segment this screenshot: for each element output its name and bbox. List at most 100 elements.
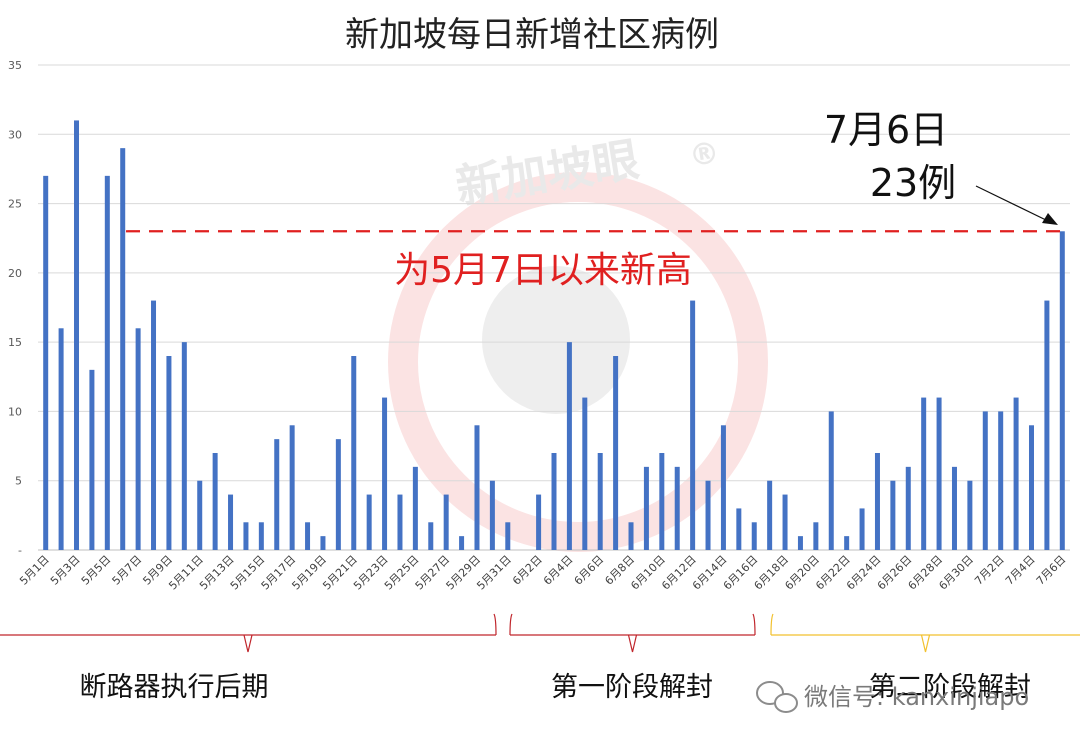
callout-date: 7月6日 — [824, 108, 948, 152]
bar — [351, 356, 357, 550]
bar — [366, 494, 372, 550]
bar — [1013, 397, 1019, 550]
bar — [736, 508, 742, 550]
bar — [166, 356, 172, 550]
y-tick-label: 5 — [15, 475, 22, 488]
bar — [135, 328, 141, 550]
bar — [228, 494, 234, 550]
y-tick-label: 15 — [8, 336, 22, 349]
y-axis-ticks: - 5 10 15 20 25 30 35 — [8, 59, 22, 557]
bar — [474, 425, 480, 550]
bar — [197, 480, 203, 550]
callout-arrowhead — [1042, 213, 1058, 225]
wechat-watermark: 微信号: kanxinjiapo — [756, 681, 1029, 713]
bar — [305, 522, 311, 550]
reference-line-label: 为5月7日以来新高 — [394, 250, 692, 291]
phase-brace-phase-one — [509, 613, 756, 653]
y-tick-label: 10 — [8, 405, 22, 418]
x-tick-label: 6月6日 — [572, 553, 607, 588]
x-tick-label: 6月30日 — [936, 553, 976, 593]
phase-label-phase-one: 第一阶段解封 — [551, 672, 713, 703]
bar — [782, 494, 788, 550]
bar — [382, 397, 388, 550]
bar — [89, 369, 95, 550]
y-tick-label: - — [18, 544, 22, 557]
bar — [936, 397, 942, 550]
bar — [890, 480, 896, 550]
wechat-id: 微信号: kanxinjiapo — [804, 683, 1029, 711]
callout-value: 23例 — [870, 161, 956, 205]
bar — [813, 522, 819, 550]
bar — [243, 522, 249, 550]
watermark-ring — [388, 172, 768, 552]
phase-label-circuit-breaker: 断路器执行后期 — [80, 672, 269, 703]
bar — [412, 466, 418, 550]
bar — [659, 453, 665, 550]
bar — [998, 411, 1004, 550]
bar — [320, 536, 326, 550]
bar — [982, 411, 988, 550]
y-tick-label: 30 — [8, 128, 22, 141]
bar — [212, 453, 218, 550]
bar — [674, 466, 680, 550]
bar — [289, 425, 295, 550]
bar — [1059, 231, 1065, 551]
bar — [151, 300, 157, 550]
bar — [566, 342, 572, 550]
bar — [505, 522, 511, 550]
bars — [43, 120, 1065, 551]
bar — [967, 480, 973, 550]
x-tick-label: 5月3日 — [48, 553, 83, 588]
wechat-icon — [756, 681, 798, 713]
bar — [720, 425, 726, 550]
bar — [443, 494, 449, 550]
bar — [844, 536, 850, 550]
bar — [951, 466, 957, 550]
bar — [428, 522, 434, 550]
bar — [797, 536, 803, 550]
bar — [751, 522, 757, 550]
x-tick-label: 5月31日 — [474, 553, 514, 593]
x-tick-label: 6月4日 — [541, 553, 576, 588]
x-tick-label: 7月6日 — [1034, 553, 1069, 588]
phase-label-phase-two: 第二阶段解封 — [869, 672, 1031, 703]
phase-brace-circuit-breaker — [0, 613, 497, 653]
bar — [120, 148, 126, 550]
bar — [536, 494, 542, 550]
bar — [459, 536, 465, 550]
callout-arrow — [975, 185, 1049, 222]
y-tick-label: 20 — [8, 267, 22, 280]
bar — [258, 522, 264, 550]
bar — [43, 175, 49, 550]
bar — [582, 397, 588, 550]
bar — [597, 453, 603, 550]
y-tick-label: 25 — [8, 198, 22, 211]
bar — [489, 480, 495, 550]
bar — [1028, 425, 1034, 550]
phase-brace-phase-two — [770, 613, 1080, 653]
bar — [705, 480, 711, 550]
bar — [921, 397, 927, 550]
bar — [58, 328, 64, 550]
x-tick-label: 7月2日 — [972, 553, 1007, 588]
bar — [335, 439, 341, 550]
bar — [274, 439, 280, 550]
chart-title: 新加坡每日新增社区病例 — [345, 15, 719, 55]
bar — [104, 175, 110, 550]
x-tick-label: 5月5日 — [79, 553, 114, 588]
bar — [74, 120, 80, 550]
bar — [628, 522, 634, 550]
y-tick-label: 35 — [8, 59, 22, 72]
x-tick-label: 5月1日 — [17, 553, 52, 588]
x-tick-label: 5月7日 — [110, 553, 145, 588]
bar — [874, 453, 880, 550]
bar — [397, 494, 403, 550]
bar — [1044, 300, 1050, 550]
bar — [181, 342, 187, 550]
x-tick-label: 6月2日 — [510, 553, 545, 588]
x-tick-label: 7月4日 — [1003, 553, 1038, 588]
bar — [828, 411, 834, 550]
watermark-logo-disc — [482, 266, 630, 414]
bar — [613, 356, 619, 550]
